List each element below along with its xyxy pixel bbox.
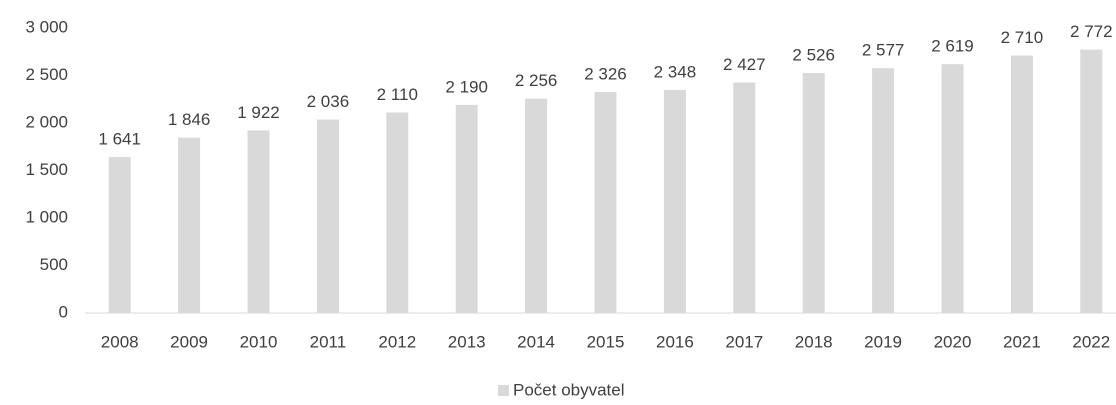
y-tick-label: 3 000 [25,17,68,36]
bar [663,89,686,313]
legend-swatch [498,385,509,396]
y-tick-label: 2 000 [25,112,68,131]
data-label: 1 846 [168,110,211,129]
x-tick-label: 2020 [934,332,972,351]
x-tick-label: 2010 [240,332,278,351]
bar [1080,49,1103,313]
data-label: 2 348 [654,62,697,81]
bar [802,73,825,313]
x-tick-label: 2013 [448,332,486,351]
data-label: 2 577 [862,41,905,60]
data-label: 2 772 [1070,22,1113,41]
data-label: 2 036 [307,92,350,111]
y-tick-label: 1 500 [25,160,68,179]
x-tick-label: 2021 [1003,332,1041,351]
data-label: 2 256 [515,71,558,90]
data-label: 2 710 [1001,28,1044,47]
bar [247,130,270,313]
y-tick-label: 1 000 [25,207,68,226]
bar [941,64,964,313]
bar [872,68,895,313]
data-label: 2 427 [723,55,766,74]
x-tick-label: 2012 [378,332,416,351]
x-tick-label: 2011 [310,332,347,351]
bar [316,119,339,313]
bar [178,137,201,313]
bar [733,82,756,313]
x-tick-label: 2018 [795,332,833,351]
data-label: 2 190 [445,77,488,96]
data-label: 2 110 [377,85,418,104]
bar [525,98,548,314]
bar [1010,55,1033,314]
data-label: 2 619 [931,37,974,56]
x-tick-label: 2009 [170,332,208,351]
x-tick-label: 2015 [587,332,625,351]
x-tick-label: 2014 [517,332,555,351]
bar [386,112,409,313]
x-tick-label: 2022 [1072,332,1110,351]
bar [455,104,478,313]
y-tick-label: 500 [40,255,68,274]
bar [594,92,617,313]
x-tick-label: 2019 [864,332,902,351]
x-tick-label: 2008 [101,332,139,351]
y-tick-label: 0 [59,302,68,321]
legend-label: Počet obyvatel [513,380,625,399]
y-tick-label: 2 500 [25,65,68,84]
data-label: 2 326 [584,65,627,84]
data-label: 1 641 [98,130,141,149]
bar [108,157,131,313]
x-tick-label: 2016 [656,332,694,351]
data-label: 1 922 [237,103,280,122]
data-label: 2 526 [792,46,835,65]
x-tick-label: 2017 [725,332,763,351]
